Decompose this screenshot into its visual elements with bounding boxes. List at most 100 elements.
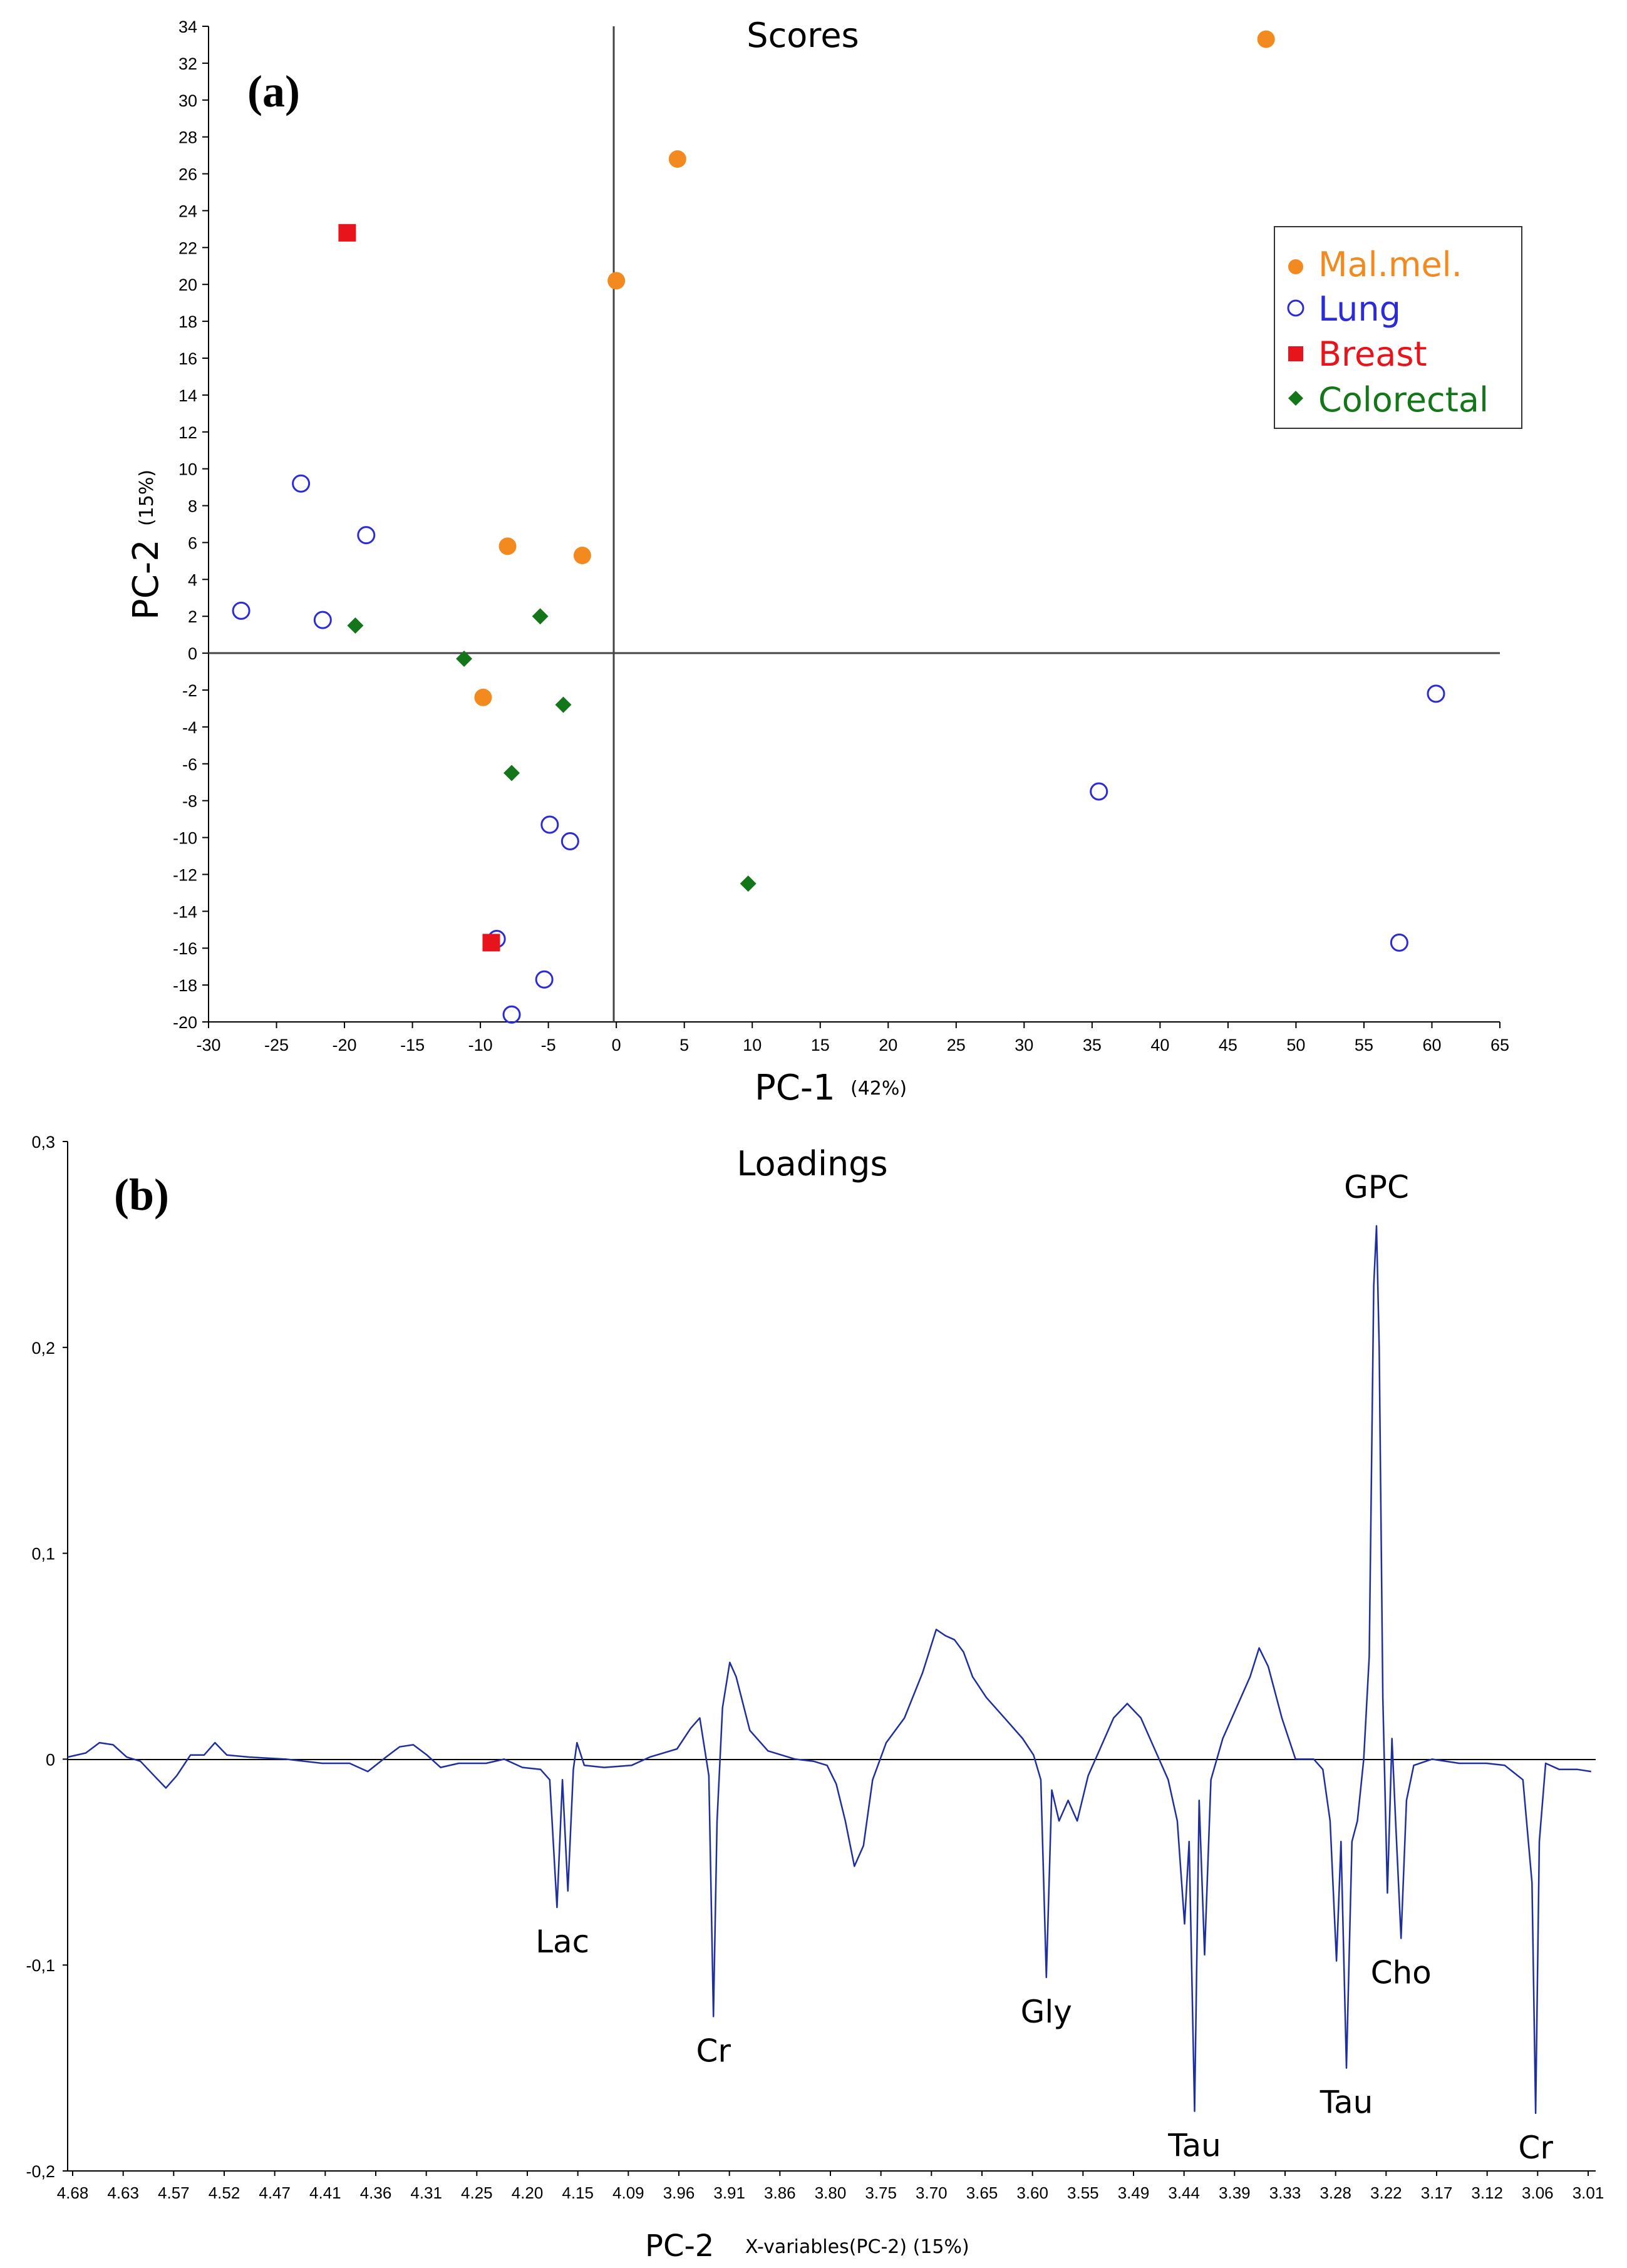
legend-item-colorectal: Colorectal [1288,380,1489,420]
legend-box [1274,226,1522,429]
loadings-x-axis-label: PC-2 [645,2229,714,2264]
scores-x-tick-label: 20 [879,1036,897,1054]
score-point-mal-mel [474,688,492,706]
score-point-breast [338,224,356,242]
loadings-x-tick-label: 3.60 [1016,2183,1048,2202]
loadings-x-tick-label: 4.36 [360,2183,392,2202]
loadings-x-tick-label: 4.68 [57,2183,89,2202]
scores-x-tick-label: -25 [264,1036,289,1054]
scores-x-tick-label: 5 [679,1036,689,1054]
loadings-x-tick-label: 4.20 [512,2183,544,2202]
scores-x-tick-label: 30 [1015,1036,1033,1054]
score-point-lung [292,474,311,493]
loadings-y-tick-label: 0,1 [31,1545,55,1564]
score-point-mal-mel [498,537,517,555]
scores-x-tick-label: -15 [400,1036,425,1054]
scores-x-axis-label: PC-1 [755,1068,835,1108]
score-point-lung [1090,782,1108,801]
loadings-x-tick-label: 4.63 [107,2183,139,2202]
score-point-mal-mel [573,547,591,565]
loadings-x-tick-label: 3.96 [663,2183,695,2202]
scores-x-tick-label: -30 [196,1036,220,1054]
loadings-x-tick-label: 4.52 [209,2183,240,2202]
loadings-annotation-cr: Cr [1518,2130,1553,2166]
scores-y-tick-label: 20 [178,276,197,294]
loadings-x-tick-label: 4.41 [309,2183,341,2202]
scores-x-axis-pct: (42%) [850,1078,907,1100]
loadings-x-tick-label: 3.91 [713,2183,745,2202]
loadings-annotation-tau: Tau [1320,2085,1373,2121]
loadings-x-tick-label: 3.75 [865,2183,897,2202]
loadings-x-tick-label: 3.06 [1522,2183,1554,2202]
scores-y-tick-label: -20 [173,1013,197,1032]
legend-marker-breast [1288,346,1303,361]
panel-a-label: (a) [247,66,300,116]
legend-label-breast: Breast [1318,334,1427,374]
score-point-lung [232,601,251,620]
scores-y-tick-label: 24 [178,202,197,220]
scores-y-tick-label: 8 [188,497,197,516]
scores-x-tick-label: 15 [811,1036,830,1054]
scores-x-tick-label: 50 [1286,1036,1305,1054]
score-point-colorectal [504,765,520,781]
score-point-lung [313,611,332,629]
loadings-annotation-gly: Gly [1021,1994,1072,2030]
scores-y-tick-label: -6 [182,755,197,774]
scores-y-tick-label: 26 [178,165,197,184]
score-point-mal-mel [668,150,686,168]
scores-y-tick-label: -2 [182,681,197,700]
loadings-x-tick-label: 3.33 [1269,2183,1301,2202]
loadings-line [67,1225,1591,2115]
scores-y-tick-label: 28 [178,128,197,147]
score-point-lung [535,970,554,989]
loadings-x-tick-label: 4.31 [410,2183,442,2202]
loadings-x-axis-sub: X-variables(PC-2) (15%) [745,2236,969,2258]
scores-y-tick-label: 30 [178,91,197,110]
loadings-x-tick-label: 3.70 [916,2183,948,2202]
scores-x-tick-label: 60 [1422,1036,1441,1054]
legend-marker-lung [1287,299,1304,317]
loadings-annotation-lac: Lac [535,1924,589,1960]
scores-x-tick-label: 0 [612,1036,621,1054]
loadings-x-tick-label: 3.44 [1168,2183,1200,2202]
loadings-y-tick-label: -0,2 [26,2162,55,2181]
loadings-x-tick-label: 3.39 [1219,2183,1251,2202]
scores-y-tick-label: 12 [178,423,197,442]
scores-y-tick-label: -16 [173,939,197,958]
score-point-colorectal [456,650,473,667]
loadings-x-tick-label: 4.57 [158,2183,190,2202]
scores-y-tick-label: 2 [188,607,197,626]
scores-points [232,30,1445,1024]
score-point-lung [540,815,559,834]
loadings-panel: (b) Loadings -0,2 -0,1 0 0,1 0,2 0,3 4.68 4.63… [26,1133,1604,2264]
scores-x-ticks: -30 -25 -20 -15 -10 -5 0 5 10 15 20 25 30 35 40 45 50 55 6… [196,1022,1509,1054]
loadings-annotation-tau: Tau [1167,2128,1221,2164]
loadings-y-ticks: -0,2 -0,1 0 0,1 0,2 0,3 [26,1133,68,2181]
loadings-x-tick-label: 3.22 [1370,2183,1402,2202]
scores-x-tick-label: 55 [1355,1036,1373,1054]
scores-x-tick-label: -5 [541,1036,556,1054]
scores-y-tick-label: -12 [173,865,197,884]
score-point-colorectal [740,875,757,892]
score-point-lung [1427,684,1445,703]
score-point-mal-mel [1257,30,1275,48]
scores-y-tick-label: 18 [178,312,197,331]
loadings-x-tick-label: 3.55 [1067,2183,1099,2202]
scores-y-tick-label: -14 [173,902,197,921]
scores-x-tick-label: 35 [1083,1036,1102,1054]
loadings-x-tick-label: 4.47 [259,2183,291,2202]
loadings-x-tick-label: 3.01 [1573,2183,1604,2202]
score-point-mal-mel [607,272,626,290]
scores-x-tick-label: 65 [1490,1036,1509,1054]
score-point-lung [1390,933,1408,952]
scores-y-tick-label: -18 [173,976,197,995]
legend-label-colorectal: Colorectal [1318,380,1489,420]
legend-item-breast: Breast [1288,334,1427,374]
scores-y-tick-label: -4 [182,718,197,737]
scores-y-tick-label: 16 [178,349,197,368]
scores-legend: Mal.mel. Lung Breast Colorectal [1274,226,1522,429]
legend-marker-mal-mel [1288,259,1303,274]
scores-y-tick-label: -8 [182,792,197,811]
legend-item-mal-mel: Mal.mel. [1288,245,1462,284]
scores-y-ticks: -20-18-16-14-12-10-8-6-4-202468101214161… [173,18,209,1032]
